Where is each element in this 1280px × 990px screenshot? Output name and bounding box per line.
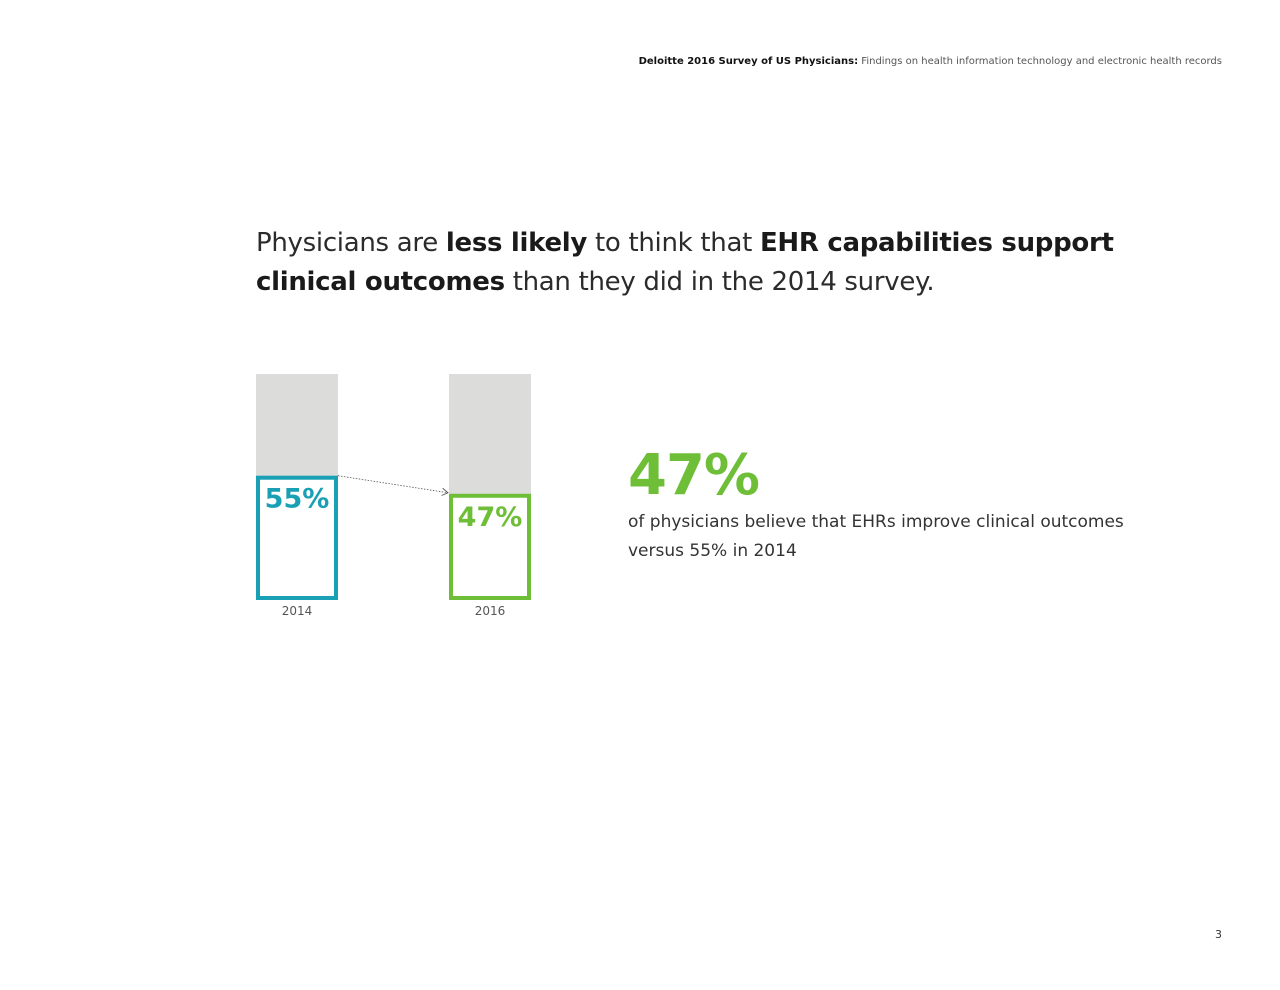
callout: 47% of physicians believe that EHRs impr… — [628, 444, 1148, 566]
bar-value-label-2014: 55% — [265, 484, 330, 515]
header-subtitle: Findings on health information technolog… — [861, 56, 1222, 67]
headline-part-3: than they did in the 2014 survey. — [504, 267, 935, 297]
headline-emphasis-2: EHR capabilities support clinical outcom… — [256, 228, 1114, 297]
headline-part-2: to think that — [587, 228, 760, 258]
headline-emphasis-1: less likely — [445, 228, 588, 258]
callout-value: 47% — [628, 443, 760, 508]
category-label-2016: 2016 — [475, 604, 506, 618]
bar-value-label-2016: 47% — [458, 502, 523, 533]
page-headline: Physicians are less likely to think that… — [256, 224, 1136, 302]
trend-arrow-line — [337, 475, 449, 494]
bar-2016 — [449, 493, 531, 600]
bar-2014 — [256, 475, 338, 601]
category-label-2014: 2014 — [282, 604, 313, 618]
bar-chart: 55% 2014 47% 2016 — [256, 374, 531, 618]
running-header: Deloitte 2016 Survey of US Physicians: F… — [639, 56, 1222, 67]
header-survey-title: Deloitte 2016 Survey of US Physicians: — [638, 56, 859, 67]
headline-part-1: Physicians are — [256, 228, 446, 258]
page-number: 3 — [1215, 928, 1222, 941]
trend-arrow-head — [441, 487, 449, 496]
callout-text: of physicians believe that EHRs improve … — [628, 512, 1124, 561]
